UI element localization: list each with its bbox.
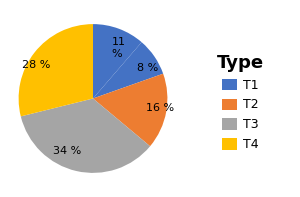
Wedge shape [93, 42, 163, 98]
Wedge shape [21, 98, 150, 173]
Wedge shape [19, 24, 93, 116]
Legend: T1, T2, T3, T4: T1, T2, T3, T4 [212, 49, 268, 156]
Text: 16 %: 16 % [146, 103, 174, 113]
Text: 34 %: 34 % [53, 146, 81, 156]
Wedge shape [93, 74, 167, 146]
Wedge shape [93, 24, 142, 98]
Text: 28 %: 28 % [22, 60, 51, 71]
Text: 11
%: 11 % [112, 37, 126, 59]
Text: 8 %: 8 % [137, 63, 158, 73]
